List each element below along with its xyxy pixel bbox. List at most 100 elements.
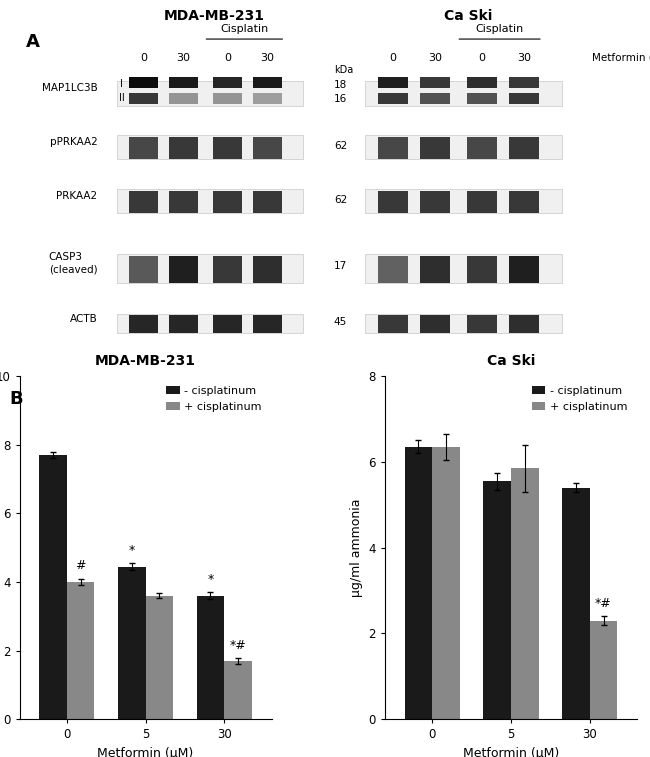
Bar [254,315,282,333]
Bar [378,93,408,104]
Bar [365,314,562,333]
Bar [117,189,303,213]
Bar [117,136,303,159]
Bar [254,137,282,159]
Bar [129,137,158,159]
Bar [39,455,67,719]
Bar [129,93,158,104]
Bar [467,77,497,89]
Y-axis label: μg/ml ammonia: μg/ml ammonia [350,498,363,597]
Bar [420,256,450,283]
Text: 30: 30 [517,53,531,64]
Text: 30: 30 [428,53,442,64]
Bar [467,137,497,159]
Text: Metformin (μM): Metformin (μM) [592,53,650,64]
Bar [254,191,282,213]
Text: 62: 62 [334,195,347,204]
Text: *: * [207,573,214,586]
Bar [509,191,540,213]
Bar [213,191,242,213]
Bar [378,137,408,159]
Bar [169,315,198,333]
Text: pPRKAA2: pPRKAA2 [49,137,98,148]
Bar [169,77,198,89]
Bar [509,256,540,283]
Bar [420,93,450,104]
Bar [169,137,198,159]
Bar [484,481,511,719]
Bar [420,191,450,213]
Bar [169,191,198,213]
Text: 30: 30 [177,53,190,64]
Bar [405,447,432,719]
Text: *: * [129,544,135,557]
Text: Cisplatin: Cisplatin [220,24,268,34]
Bar [365,189,562,213]
Bar [467,315,497,333]
Text: 30: 30 [261,53,274,64]
Bar [118,566,146,719]
Text: PRKAA2: PRKAA2 [57,192,98,201]
Text: Ca Ski: Ca Ski [444,9,492,23]
Bar [467,256,497,283]
Bar [67,582,94,719]
Bar [224,661,252,719]
Text: 0: 0 [478,53,486,64]
Text: *#: *# [229,639,246,652]
Title: Ca Ski: Ca Ski [487,354,535,368]
Bar [590,621,618,719]
Bar [365,254,562,283]
Bar [117,314,303,333]
Text: *#: *# [595,597,612,610]
Text: 17: 17 [334,261,347,272]
Text: 16: 16 [334,94,347,104]
Bar [378,256,408,283]
Bar [432,447,460,719]
Bar [365,136,562,159]
Bar [254,77,282,89]
Text: kDa: kDa [334,65,353,75]
Text: 62: 62 [334,141,347,151]
Text: ACTB: ACTB [70,314,98,324]
Text: I: I [120,79,123,89]
Text: 0: 0 [140,53,148,64]
Bar [213,256,242,283]
Bar [254,256,282,283]
Bar [197,596,224,719]
Text: 0: 0 [389,53,396,64]
Bar [146,596,173,719]
Text: 45: 45 [334,317,347,327]
Bar [169,93,198,104]
Bar [213,77,242,89]
Bar [117,81,303,106]
Text: CASP3
(cleaved): CASP3 (cleaved) [49,252,98,274]
Text: II: II [119,93,125,103]
Bar [378,315,408,333]
Text: B: B [10,390,23,408]
Legend: - cisplatinum, + cisplatinum: - cisplatinum, + cisplatinum [527,382,631,416]
Text: MDA-MB-231: MDA-MB-231 [164,9,265,23]
Bar [509,93,540,104]
Bar [378,191,408,213]
Text: MAP1LC3B: MAP1LC3B [42,83,98,93]
Bar [378,77,408,89]
Bar [129,315,158,333]
Bar [509,77,540,89]
Bar [213,93,242,104]
Bar [129,191,158,213]
Bar [129,77,158,89]
Title: MDA-MB-231: MDA-MB-231 [95,354,196,368]
Bar [117,254,303,283]
X-axis label: Metformin (μM): Metformin (μM) [463,746,559,757]
Bar [420,315,450,333]
Text: A: A [26,33,40,51]
Bar [420,137,450,159]
X-axis label: Metformin (μM): Metformin (μM) [98,746,194,757]
Bar [213,315,242,333]
Bar [129,256,158,283]
Bar [467,93,497,104]
Bar [562,488,590,719]
Text: #: # [75,559,86,572]
Text: 0: 0 [224,53,231,64]
Text: Cisplatin: Cisplatin [475,24,524,34]
